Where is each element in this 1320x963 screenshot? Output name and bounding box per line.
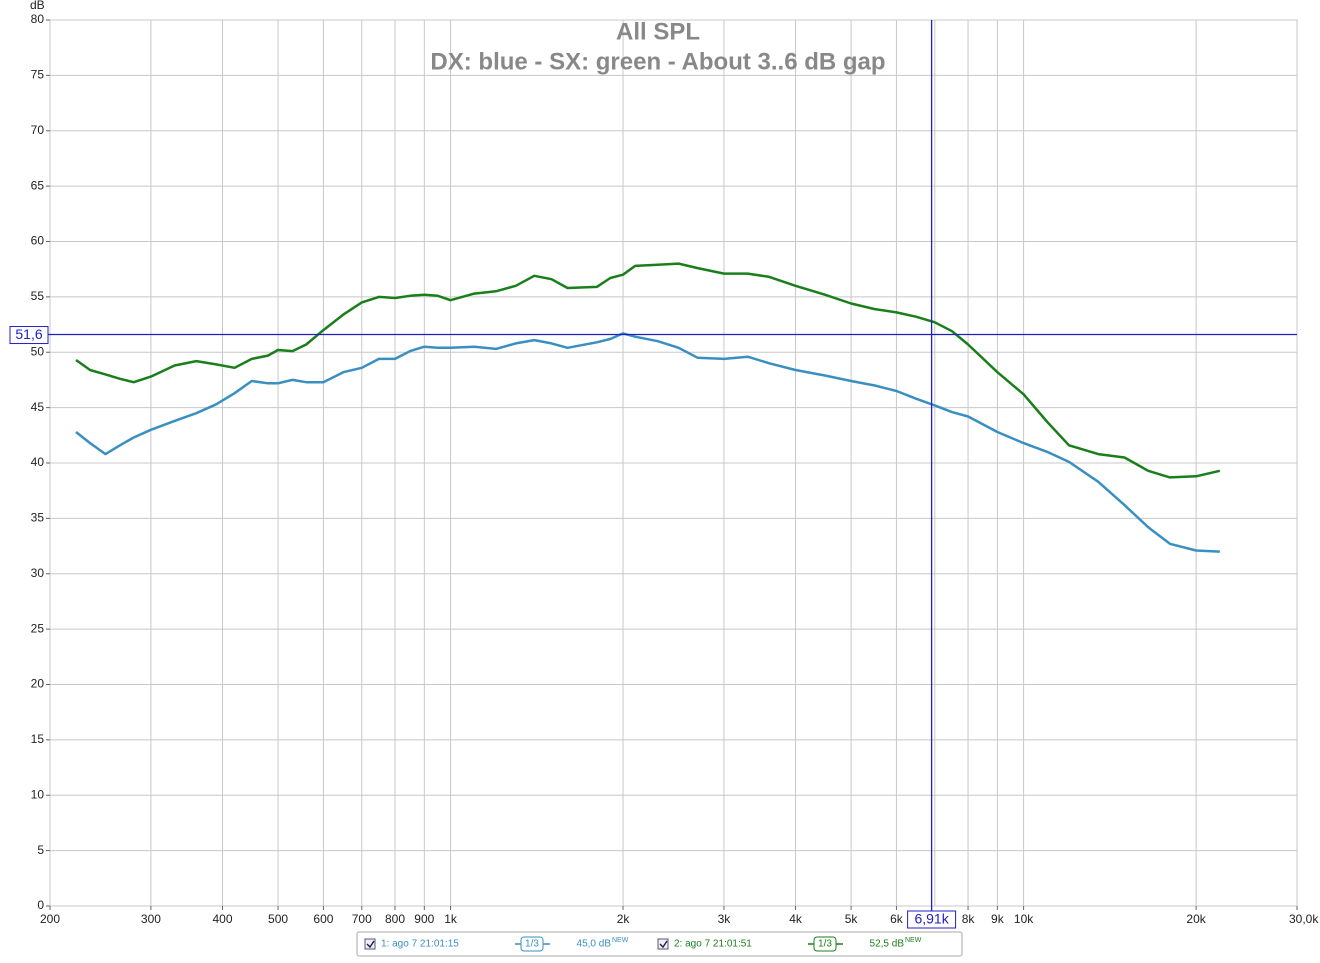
- y-tick-label: 50: [31, 344, 45, 358]
- legend-badge: NEW: [612, 937, 629, 944]
- x-tick-label: 10k: [1014, 912, 1034, 926]
- y-tick-label: 20: [31, 677, 45, 691]
- y-tick-label: 65: [31, 178, 45, 192]
- x-tick-label: 1k: [444, 912, 458, 926]
- y-tick-label: 60: [31, 234, 45, 248]
- y-tick-label: 15: [31, 732, 45, 746]
- x-tick-label: 300: [141, 912, 161, 926]
- legend-badge: NEW: [905, 937, 922, 944]
- x-tick-label: 5k: [845, 912, 859, 926]
- legend-check: [366, 940, 375, 949]
- legend-smoothing: 1/3: [818, 939, 832, 950]
- legend-cursor-value: 45,0 dB: [577, 939, 612, 950]
- legend-label: 2: ago 7 21:01:51: [674, 939, 752, 950]
- x-tick-label: 2k: [617, 912, 631, 926]
- y-unit: dB: [30, 0, 45, 12]
- y-tick-label: 30: [31, 566, 45, 580]
- x-tick-label: 3k: [718, 912, 732, 926]
- x-tick-label: 700: [352, 912, 372, 926]
- legend-smooth-box: [520, 936, 544, 952]
- x-tick-label: 9k: [991, 912, 1005, 926]
- y-tick-label: 80: [31, 12, 45, 26]
- x-tick-label: 20k: [1186, 912, 1206, 926]
- x-tick-label: 500: [268, 912, 288, 926]
- legend-check: [659, 940, 668, 949]
- x-tick-label: 4k: [789, 912, 803, 926]
- x-tick-label: 600: [313, 912, 333, 926]
- cursor-y-label: 51,6: [15, 326, 42, 342]
- y-tick-label: 55: [31, 289, 45, 303]
- legend-checkbox: [657, 938, 669, 950]
- cursor-y-box: [9, 326, 49, 345]
- y-tick-label: 25: [31, 621, 45, 635]
- y-tick-label: 70: [31, 123, 45, 137]
- legend-label: 1: ago 7 21:01:15: [381, 939, 459, 950]
- y-tick-label: 5: [37, 843, 44, 857]
- x-tick-label: 30,0k Hz: [1289, 912, 1320, 926]
- cursor-x-label: 6,91k: [914, 911, 949, 927]
- y-tick-label: 0: [37, 898, 44, 912]
- x-tick-label: 800: [385, 912, 405, 926]
- legend-smoothing: 1/3: [525, 939, 539, 950]
- x-tick-label: 400: [212, 912, 232, 926]
- y-tick-label: 75: [31, 68, 45, 82]
- legend-smooth-box: [813, 936, 837, 952]
- legend-cursor-value: 52,5 dB: [870, 939, 905, 950]
- x-tick-label: 200: [40, 912, 60, 926]
- cursor-x-box: [907, 910, 957, 929]
- y-tick-label: 35: [31, 511, 45, 525]
- y-tick-label: 40: [31, 455, 45, 469]
- series-line: [75, 332, 1220, 553]
- x-tick-label: 8k: [962, 912, 976, 926]
- x-tick-label: 6k: [890, 912, 904, 926]
- chart-title: All SPL: [616, 18, 700, 45]
- legend-checkbox: [364, 938, 376, 950]
- x-tick-label: 900: [414, 912, 434, 926]
- y-tick-label: 10: [31, 787, 45, 801]
- y-tick-label: 45: [31, 400, 45, 414]
- chart-subtitle: DX: blue - SX: green - About 3..6 dB gap: [430, 48, 885, 75]
- series-line: [75, 262, 1221, 479]
